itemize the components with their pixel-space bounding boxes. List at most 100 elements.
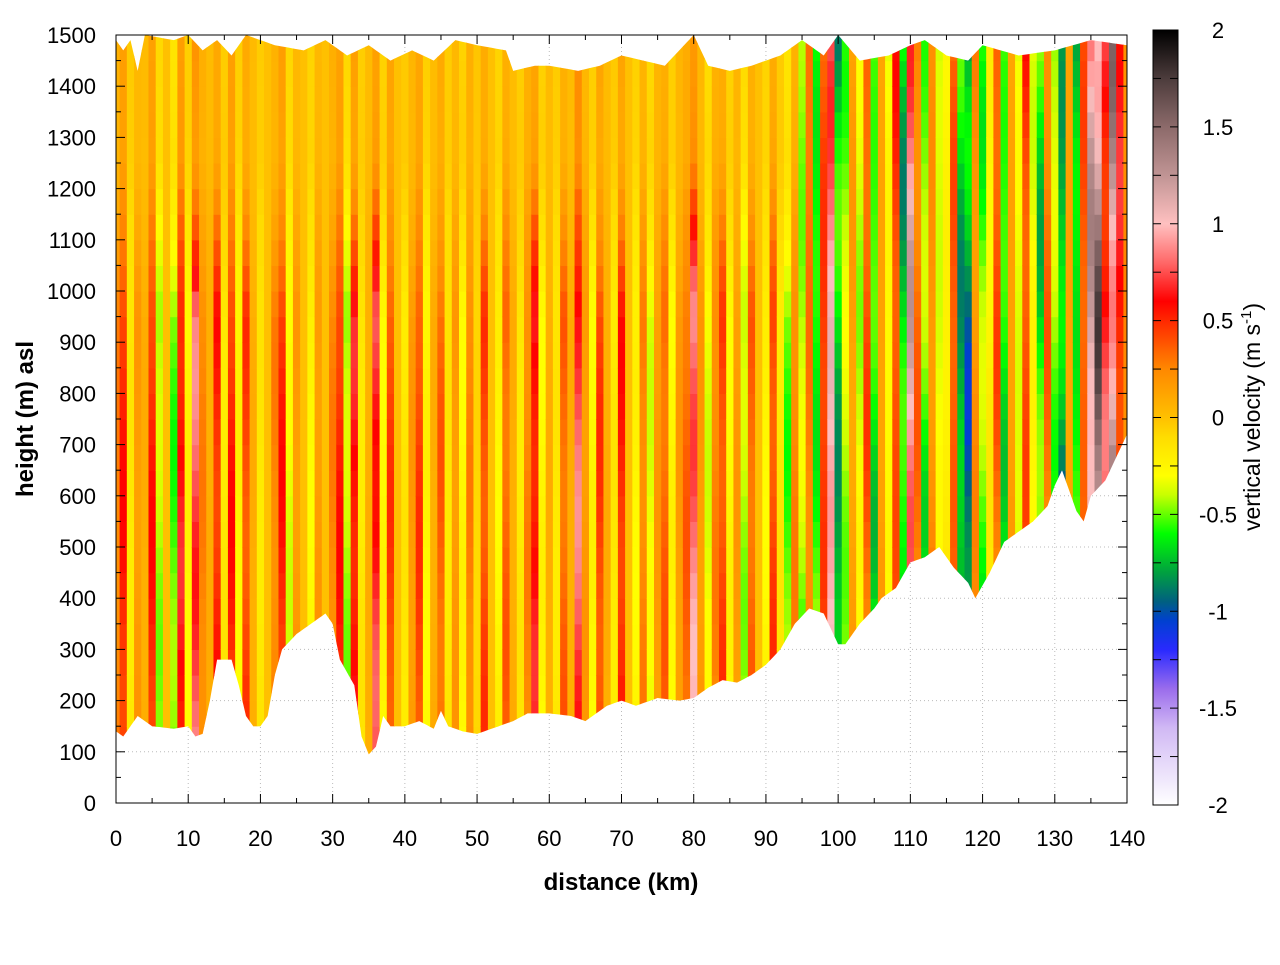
velocity-cell [372,86,381,113]
velocity-cell [928,572,937,599]
velocity-cell [487,137,496,164]
velocity-cell [1058,726,1067,753]
velocity-cell [581,137,590,164]
velocity-cell [596,598,605,625]
velocity-cell [617,214,626,241]
velocity-cell [791,726,800,753]
velocity-cell [791,291,800,318]
velocity-cell [1029,393,1038,420]
velocity-cell [451,367,460,394]
velocity-cell [415,700,424,727]
velocity-cell [827,726,836,753]
velocity-cell [329,60,337,87]
velocity-cell [567,367,576,394]
velocity-cell [1015,751,1023,755]
velocity-cell [148,419,157,446]
velocity-cell [199,163,207,190]
velocity-cell [1022,598,1031,625]
velocity-cell [321,214,330,241]
velocity-cell [1022,316,1031,343]
velocity-cell [668,163,677,190]
velocity-cell [892,163,901,190]
velocity-cell [285,86,294,113]
velocity-cell [422,86,431,113]
velocity-cell [386,751,395,755]
velocity-cell [740,60,749,87]
velocity-cell [892,777,900,803]
velocity-cell [697,495,706,522]
velocity-cell [690,495,698,522]
velocity-cell [625,214,633,241]
velocity-cell [877,700,886,727]
velocity-cell [495,163,503,190]
velocity-cell [199,316,207,343]
velocity-cell [444,444,453,471]
velocity-cell [964,470,973,497]
velocity-cell [726,60,735,87]
velocity-cell [885,291,893,318]
velocity-cell [509,239,518,266]
velocity-cell [1029,470,1038,497]
velocity-cell [885,726,893,753]
velocity-cell [285,598,294,625]
velocity-cell [1108,598,1117,625]
velocity-cell [365,444,373,471]
velocity-cell [271,214,280,241]
velocity-cell [791,188,800,215]
velocity-cell [1116,547,1124,574]
velocity-cell [394,521,402,548]
velocity-cell [495,60,503,87]
velocity-cell [1015,470,1023,497]
velocity-cell [1065,137,1074,164]
velocity-cell [711,495,720,522]
velocity-cell [726,623,735,650]
colorbar-tick-label: 0.5 [1203,309,1234,334]
velocity-cell [372,163,381,190]
velocity-cell [487,751,496,755]
velocity-cell [292,393,301,420]
velocity-cell [1000,60,1009,87]
velocity-cell [581,521,590,548]
velocity-cell [256,572,265,599]
velocity-cell [783,751,792,755]
velocity-cell [264,700,272,727]
velocity-cell [747,239,756,266]
velocity-cell [1022,700,1031,727]
velocity-cell [560,777,568,803]
velocity-cell [993,751,1002,755]
velocity-cell [718,60,727,87]
velocity-cell [1022,547,1031,574]
velocity-cell [1065,163,1074,190]
velocity-cell [278,188,287,215]
velocity-cell [444,598,453,625]
velocity-cell [1123,291,1127,318]
velocity-cell [235,547,243,574]
velocity-cell [422,163,431,190]
velocity-cell [1051,393,1059,420]
velocity-cell [314,291,323,318]
velocity-cell [300,521,308,548]
velocity-cell [314,86,323,113]
velocity-cell [1000,649,1009,676]
velocity-cell [812,137,821,164]
velocity-cell [292,111,301,138]
velocity-cell [668,419,677,446]
velocity-cell [625,60,633,87]
velocity-cell [271,111,280,138]
velocity-cell [300,137,308,164]
velocity-cell [603,751,612,755]
velocity-cell [451,700,460,727]
velocity-cell [885,521,893,548]
velocity-cell [986,35,995,62]
velocity-cell [812,470,821,497]
velocity-cell [509,598,518,625]
velocity-cell [516,291,525,318]
velocity-cell [697,163,706,190]
velocity-cell [574,188,583,215]
velocity-cell [116,163,121,190]
velocity-cell [134,188,142,215]
velocity-cell [415,214,424,241]
velocity-cell [235,751,243,755]
velocity-cell [755,137,763,164]
velocity-cell [921,521,930,548]
